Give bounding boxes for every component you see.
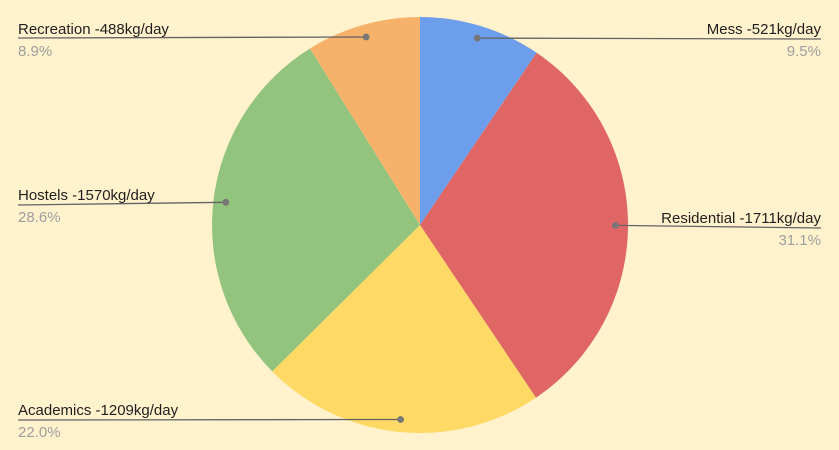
callout-recreation-label: Recreation -488kg/day (18, 21, 169, 38)
callout-dot-academics (397, 416, 404, 423)
callout-line-residential (615, 224, 822, 229)
callout-academics-percent: 22.0% (18, 424, 61, 441)
callout-residential-label: Residential -1711kg/day (661, 210, 821, 227)
callout-dot-residential (612, 222, 619, 229)
callout-dot-hostels (222, 198, 230, 206)
callout-line-mess (477, 37, 822, 40)
callout-residential-percent: 31.1% (778, 232, 821, 249)
callout-lines (17, 33, 822, 423)
callout-recreation: Recreation -488kg/day 8.9% (18, 21, 169, 61)
pie-slice-academics[interactable] (272, 225, 536, 434)
callout-line-academics (17, 418, 401, 421)
callout-dot-mess (473, 34, 481, 42)
pie-slices (212, 17, 629, 434)
callout-recreation-percent: 8.9% (18, 43, 53, 60)
callout-residential: Residential -1711kg/day 31.1% (661, 210, 821, 250)
pie-slice-mess[interactable] (420, 17, 537, 225)
callout-academics-label: Academics -1209kg/day (18, 402, 179, 419)
callout-dot-recreation (362, 33, 370, 41)
pie-slice-recreation[interactable] (309, 17, 420, 225)
callout-line-recreation (17, 36, 367, 39)
callout-hostels-percent: 28.6% (18, 209, 61, 226)
callout-academics: Academics -1209kg/day 22.0% (18, 402, 178, 442)
callout-mess: Mess -521kg/day 9.5% (707, 21, 821, 61)
callout-mess-percent: 9.5% (786, 43, 821, 60)
callout-hostels-label: Hostels -1570kg/day (18, 187, 155, 204)
callout-line-hostels (17, 201, 226, 206)
pie-slice-hostels[interactable] (212, 48, 420, 372)
pie-slice-residential[interactable] (420, 52, 629, 398)
callout-hostels: Hostels -1570kg/day 28.6% (18, 187, 155, 227)
callout-mess-label: Mess -521kg/day (706, 21, 821, 38)
